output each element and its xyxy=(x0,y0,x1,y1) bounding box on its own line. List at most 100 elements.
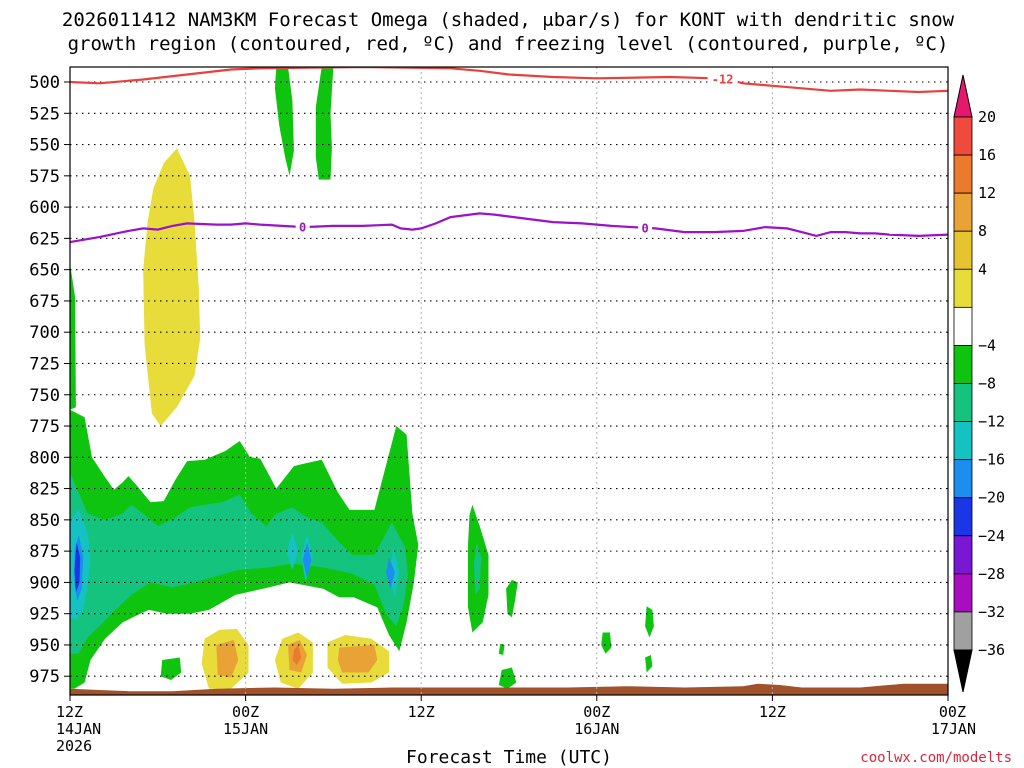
colorbar-segment-13 xyxy=(953,573,973,613)
y-tick-label-500: 500 xyxy=(29,73,60,93)
terrain-surface xyxy=(70,683,948,695)
contour-label-bg xyxy=(638,220,653,235)
pressure-axis: 500 525 550 575 600 625 650 675 700 725 750 775 800 8… xyxy=(29,73,70,687)
y-tick-label-875: 875 xyxy=(29,542,60,562)
colorbar-label: −4 xyxy=(978,336,996,354)
y-tick-label-625: 625 xyxy=(29,229,60,249)
y-tick-label-975: 975 xyxy=(29,667,60,687)
omega-region-20 xyxy=(645,606,654,638)
omega-region-15 xyxy=(473,542,482,595)
colorbar-segment-10 xyxy=(953,459,973,499)
colorbar-segment-2 xyxy=(953,154,973,194)
plot-gridlines xyxy=(70,67,948,695)
colorbar-segment-3 xyxy=(953,192,973,232)
omega-region-13 xyxy=(70,263,76,410)
omega-colorbar: 20 16 12 8 4 −4 −8 −12 −16 −20 −24 −28 −32 −36 xyxy=(953,74,1005,693)
omega-region-19 xyxy=(601,632,612,654)
contour-label-bg xyxy=(707,72,738,87)
y-tick-label-950: 950 xyxy=(29,636,60,656)
terrain-layer xyxy=(70,683,948,695)
contour-label-bg xyxy=(295,220,310,235)
contour-label-0: 0 xyxy=(299,221,306,235)
omega-region-0 xyxy=(143,148,201,427)
omega-region-2 xyxy=(315,67,334,180)
omega-region-21 xyxy=(645,655,653,673)
omega-shading xyxy=(70,67,654,689)
y-tick-label-850: 850 xyxy=(29,511,60,531)
y-tick-label-825: 825 xyxy=(29,480,60,500)
contour-0 xyxy=(70,212,948,244)
site-credit: coolwx.com/modelts xyxy=(860,750,1012,766)
y-tick-label-575: 575 xyxy=(29,167,60,187)
colorbar-segment-12 xyxy=(953,535,973,575)
temperature-contours xyxy=(70,67,948,244)
colorbar-segment-14 xyxy=(953,611,973,651)
y-tick-label-800: 800 xyxy=(29,448,60,468)
omega-region-18 xyxy=(498,643,505,655)
x-axis-label: Forecast Time (UTC) xyxy=(406,747,612,768)
colorbar-bottom-arrow xyxy=(953,649,973,693)
colorbar-label: −36 xyxy=(978,641,1005,659)
omega-region-24 xyxy=(216,640,239,678)
contour-label-0: 0 xyxy=(641,221,648,235)
y-tick-label-900: 900 xyxy=(29,573,60,593)
y-tick-label-700: 700 xyxy=(29,323,60,343)
contour-labels: -12 0 0 xyxy=(295,72,738,235)
y-tick-label-525: 525 xyxy=(29,104,60,124)
colorbar-label: −24 xyxy=(978,527,1005,545)
colorbar-label: 8 xyxy=(978,222,987,240)
x-tick-label-60-0: 00Z xyxy=(939,703,966,721)
omega-region-17 xyxy=(498,667,517,689)
colorbar-label: 4 xyxy=(978,260,987,278)
omega-region-22 xyxy=(160,657,182,680)
colorbar-label: 20 xyxy=(978,108,996,126)
colorbar-segment-6 xyxy=(953,306,973,346)
colorbar-segment-8 xyxy=(953,383,973,422)
chart-title-line1: 2026011412 NAM3KM Forecast Omega (shaded… xyxy=(62,9,955,31)
x-tick-label-0-1: 14JAN xyxy=(56,720,101,738)
colorbar-segment-9 xyxy=(953,421,973,461)
y-tick-label-650: 650 xyxy=(29,261,60,281)
y-tick-label-725: 725 xyxy=(29,354,60,374)
omega-region-11 xyxy=(386,557,395,589)
colorbar-label: −16 xyxy=(978,451,1005,469)
colorbar-label: 12 xyxy=(978,184,996,202)
omega-region-1 xyxy=(274,67,294,176)
x-tick-label-0-0: 12Z xyxy=(56,703,83,721)
contour-label--12: -12 xyxy=(712,73,734,87)
x-tick-label-12-1: 15JAN xyxy=(223,720,268,738)
plot-frame xyxy=(69,66,949,696)
x-tick-label-24-0: 12Z xyxy=(408,703,435,721)
x-tick-label-0-2: 2026 xyxy=(56,737,92,755)
x-tick-label-36-1: 16JAN xyxy=(574,720,619,738)
colorbar-label: −20 xyxy=(978,489,1005,507)
colorbar-segment-7 xyxy=(953,345,973,384)
colorbar-label: −12 xyxy=(978,413,1005,431)
y-tick-label-675: 675 xyxy=(29,292,60,312)
colorbar-segment-11 xyxy=(953,497,973,537)
colorbar-label: −28 xyxy=(978,565,1005,583)
omega-region-12 xyxy=(74,542,81,593)
y-tick-label-925: 925 xyxy=(29,605,60,625)
colorbar-top-arrow xyxy=(953,74,973,118)
omega-region-4 xyxy=(70,472,408,654)
omega-region-16 xyxy=(506,579,518,618)
colorbar-label: −8 xyxy=(978,375,996,393)
colorbar-label: −32 xyxy=(978,603,1005,621)
y-tick-label-550: 550 xyxy=(29,136,60,156)
omega-region-29 xyxy=(337,645,378,673)
y-tick-label-750: 750 xyxy=(29,386,60,406)
y-tick-label-600: 600 xyxy=(29,198,60,218)
omega-region-27 xyxy=(292,645,302,665)
contour--12 xyxy=(70,67,948,94)
x-tick-label-36-0: 00Z xyxy=(583,703,610,721)
x-tick-label-60-1: 17JAN xyxy=(931,720,976,738)
chart-title-line2: growth region (contoured, red, ºC) and f… xyxy=(68,33,949,55)
colorbar-segment-4 xyxy=(953,230,973,270)
x-tick-label-12-0: 00Z xyxy=(232,703,259,721)
colorbar-label: 16 xyxy=(978,146,996,164)
x-tick-label-48-0: 12Z xyxy=(759,703,786,721)
y-tick-label-775: 775 xyxy=(29,417,60,437)
